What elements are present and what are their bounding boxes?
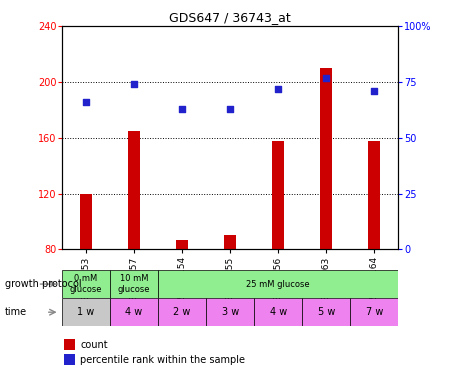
Bar	[224, 236, 236, 249]
Text: 0 mM
glucose: 0 mM glucose	[70, 274, 102, 294]
Bar	[272, 141, 284, 249]
Bar	[350, 298, 398, 326]
Text: 10 mM
glucose: 10 mM glucose	[118, 274, 150, 294]
Bar	[64, 339, 75, 350]
Text: percentile rank within the sample: percentile rank within the sample	[80, 355, 245, 364]
Bar	[80, 194, 92, 249]
Bar	[176, 240, 188, 249]
Text: 3 w: 3 w	[222, 307, 239, 317]
Text: 25 mM glucose: 25 mM glucose	[246, 280, 310, 289]
Bar	[158, 298, 206, 326]
Bar	[110, 270, 158, 298]
Bar	[62, 298, 110, 326]
Title: GDS647 / 36743_at: GDS647 / 36743_at	[169, 11, 291, 24]
Point	[82, 99, 90, 105]
Text: 2 w: 2 w	[174, 307, 191, 317]
Point	[226, 106, 234, 112]
Bar	[254, 298, 302, 326]
Point	[179, 106, 186, 112]
Point	[275, 86, 282, 92]
Text: 5 w: 5 w	[318, 307, 335, 317]
Bar	[110, 298, 158, 326]
Point	[371, 88, 378, 94]
Text: 4 w: 4 w	[270, 307, 287, 317]
Text: 1 w: 1 w	[77, 307, 94, 317]
Bar	[368, 141, 381, 249]
Bar	[158, 270, 398, 298]
Text: count: count	[80, 340, 108, 350]
Bar	[302, 298, 350, 326]
Bar	[128, 131, 140, 249]
Text: time: time	[5, 308, 27, 317]
Point	[322, 75, 330, 81]
Bar	[62, 270, 110, 298]
Point	[130, 81, 137, 87]
Text: 7 w: 7 w	[366, 307, 383, 317]
Bar	[206, 298, 254, 326]
Bar	[64, 354, 75, 364]
Text: 4 w: 4 w	[125, 307, 142, 317]
Bar	[320, 68, 333, 249]
Text: growth protocol: growth protocol	[5, 279, 81, 289]
